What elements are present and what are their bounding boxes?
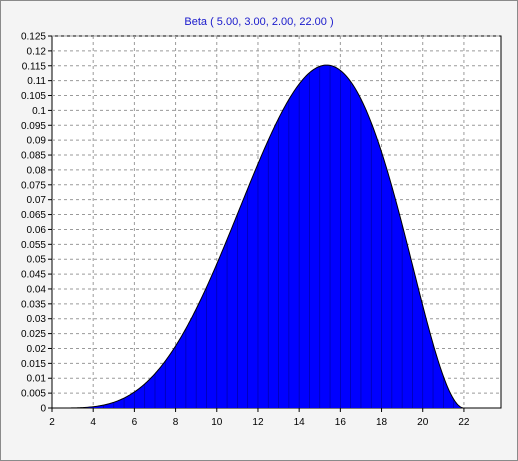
y-tick-label: 0.055	[21, 240, 46, 251]
x-tick-label: 16	[335, 417, 347, 428]
y-tick-label: 0.105	[21, 91, 46, 102]
y-tick-labels: 0 0.005 0.01 0.015 0.02 0.025 0.03 0.035 0.04 0.0…	[21, 32, 52, 415]
y-tick-label: 0.06	[27, 225, 47, 236]
y-tick-label: 0.03	[27, 314, 47, 325]
chart-title: Beta ( 5.00, 3.00, 2.00, 22.00 )	[184, 16, 334, 28]
y-tick-label: 0.09	[27, 136, 47, 147]
y-tick-label: 0.025	[21, 329, 46, 340]
y-tick-label: 0.095	[21, 121, 46, 132]
y-tick-label: 0.08	[27, 165, 47, 176]
y-tick-label: 0.035	[21, 299, 46, 310]
x-tick-label: 12	[252, 417, 264, 428]
y-tick-label: 0.02	[27, 344, 47, 355]
y-tick-label: 0.05	[27, 255, 47, 266]
y-tick-label: 0.125	[21, 32, 46, 43]
x-tick-label: 10	[211, 417, 223, 428]
x-tick-label: 4	[90, 417, 96, 428]
y-tick-label: 0.11	[27, 76, 46, 87]
x-tick-label: 8	[173, 417, 179, 428]
x-tick-label: 2	[49, 417, 55, 428]
y-tick-label: 0.045	[21, 270, 46, 281]
y-tick-label: 0.1	[32, 106, 46, 117]
x-tick-labels: 2 4 6 8 10 12 14 16 18 20 22	[49, 408, 470, 428]
x-tick-label: 20	[417, 417, 429, 428]
y-tick-label: 0.085	[21, 151, 46, 162]
x-tick-label: 6	[132, 417, 138, 428]
x-tick-label: 18	[376, 417, 388, 428]
y-tick-label: 0.12	[27, 46, 47, 57]
y-tick-label: 0.115	[22, 61, 47, 72]
y-tick-label: 0.01	[27, 374, 47, 385]
density-fill	[52, 65, 497, 408]
density-curve	[52, 64, 497, 409]
y-tick-label: 0.07	[27, 195, 47, 206]
y-tick-label: 0.015	[21, 359, 46, 370]
x-tick-label: 14	[294, 417, 306, 428]
y-tick-label: 0.005	[21, 389, 46, 400]
y-tick-label: 0.04	[27, 284, 47, 295]
x-tick-label: 22	[458, 417, 470, 428]
y-tick-label: 0.075	[21, 180, 46, 191]
y-tick-label: 0	[40, 404, 46, 415]
density-area	[52, 64, 497, 409]
y-tick-label: 0.065	[21, 210, 46, 221]
